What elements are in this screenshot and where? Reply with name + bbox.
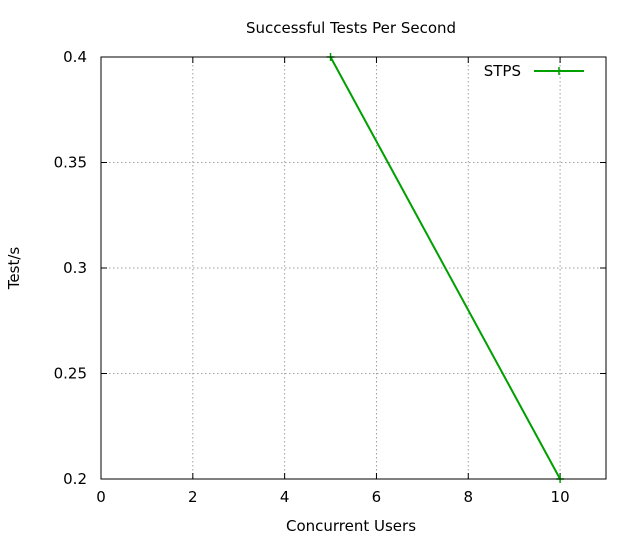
axis-ticks: 0 2 4 6 8 10 0.2 0.25 0.3 0.35 0.4	[54, 48, 606, 506]
x-tick-label: 8	[463, 488, 473, 506]
legend-label: STPS	[484, 62, 521, 80]
x-axis-label: Concurrent Users	[286, 517, 416, 535]
legend: STPS	[484, 62, 584, 80]
chart-title: Successful Tests Per Second	[246, 19, 456, 37]
x-tick-label: 0	[96, 488, 106, 506]
y-axis-label: Test/s	[5, 247, 23, 291]
grid	[101, 57, 606, 479]
plot-frame	[100, 56, 607, 480]
y-tick-label: 0.3	[63, 259, 87, 277]
y-tick-label: 0.4	[63, 48, 87, 66]
series-line	[329, 56, 561, 480]
y-tick-label: 0.2	[63, 470, 87, 488]
x-tick-label: 4	[280, 488, 290, 506]
y-tick-label: 0.25	[54, 365, 87, 383]
x-tick-label: 2	[188, 488, 198, 506]
x-tick-label: 10	[551, 488, 570, 506]
x-tick-label: 6	[372, 488, 382, 506]
y-tick-label: 0.35	[54, 154, 87, 172]
